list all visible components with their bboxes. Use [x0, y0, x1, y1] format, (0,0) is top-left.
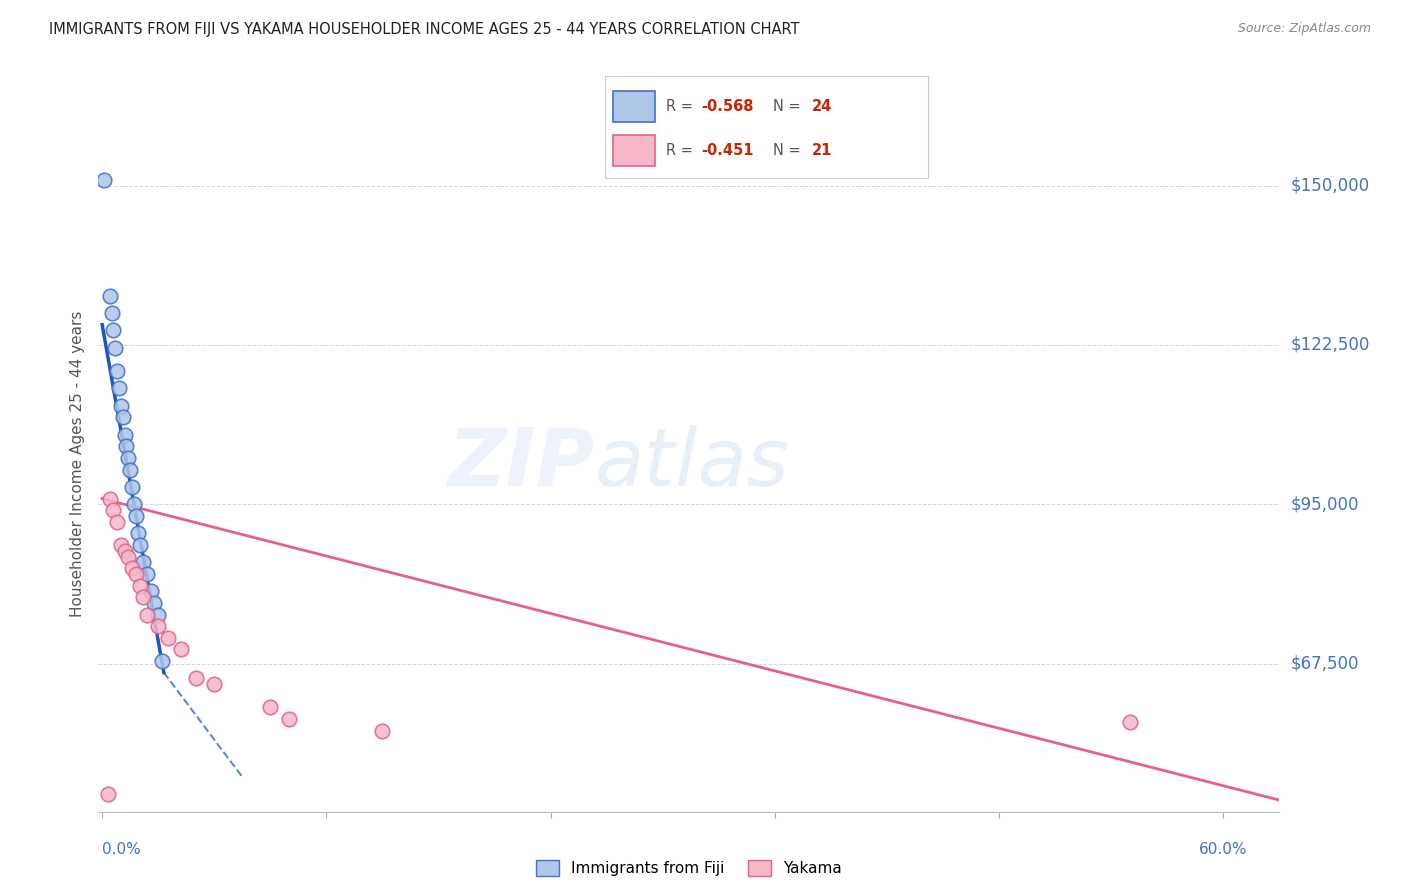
Point [103, 503, 125, 517]
Text: -0.568: -0.568 [702, 99, 754, 114]
Point [148, 607, 170, 622]
Point [121, 480, 143, 494]
Text: 0.0%: 0.0% [103, 842, 141, 857]
Bar [613, 91, 655, 122]
Text: $122,500: $122,500 [1291, 336, 1369, 354]
Point [111, 410, 134, 425]
Point [120, 462, 142, 476]
Point [110, 399, 132, 413]
Point [156, 631, 179, 645]
Point [114, 428, 136, 442]
Text: 60.0%: 60.0% [1199, 842, 1247, 857]
Text: ZIP: ZIP [447, 425, 595, 503]
Point [122, 497, 145, 511]
Point [98, 289, 121, 303]
Point [1119, 714, 1142, 729]
Point [104, 341, 127, 355]
Legend: Immigrants from Fiji, Yakama: Immigrants from Fiji, Yakama [529, 853, 849, 884]
Point [136, 567, 159, 582]
Point [184, 671, 207, 685]
Point [105, 515, 128, 529]
Point [93, 172, 115, 186]
Point [105, 364, 128, 378]
Point [97, 788, 120, 801]
Point [148, 619, 170, 633]
Text: $95,000: $95,000 [1291, 495, 1360, 514]
Point [169, 642, 191, 657]
Point [259, 700, 281, 714]
Text: IMMIGRANTS FROM FIJI VS YAKAMA HOUSEHOLDER INCOME AGES 25 - 44 YEARS CORRELATION: IMMIGRANTS FROM FIJI VS YAKAMA HOUSEHOLD… [49, 22, 800, 37]
Point [98, 491, 121, 506]
Point [127, 526, 149, 541]
Point [117, 549, 139, 564]
Point [202, 677, 225, 691]
Text: 24: 24 [811, 99, 832, 114]
Point [128, 578, 150, 592]
Text: 21: 21 [811, 143, 832, 158]
Point [110, 538, 132, 552]
Point [136, 607, 159, 622]
Point [114, 543, 136, 558]
Text: $150,000: $150,000 [1291, 177, 1369, 194]
Text: -0.451: -0.451 [702, 143, 754, 158]
Point [108, 382, 131, 396]
Text: atlas: atlas [595, 425, 789, 503]
Text: N =: N = [773, 99, 806, 114]
Text: Source: ZipAtlas.com: Source: ZipAtlas.com [1237, 22, 1371, 36]
Point [115, 439, 138, 453]
Text: R =: R = [666, 99, 697, 114]
Point [143, 596, 166, 610]
Point [132, 555, 155, 569]
Point [278, 712, 301, 726]
Bar [613, 135, 655, 166]
Point [117, 450, 139, 465]
Point [125, 567, 148, 582]
Point [125, 508, 148, 523]
Point [103, 324, 125, 338]
Point [121, 561, 143, 575]
Point [132, 591, 155, 605]
Point [139, 584, 162, 599]
Point [128, 538, 150, 552]
Text: R =: R = [666, 143, 697, 158]
Point [100, 306, 122, 320]
Point [371, 723, 394, 738]
Text: N =: N = [773, 143, 806, 158]
Text: $67,500: $67,500 [1291, 655, 1360, 673]
Point [150, 654, 173, 668]
Y-axis label: Householder Income Ages 25 - 44 years: Householder Income Ages 25 - 44 years [70, 310, 86, 617]
